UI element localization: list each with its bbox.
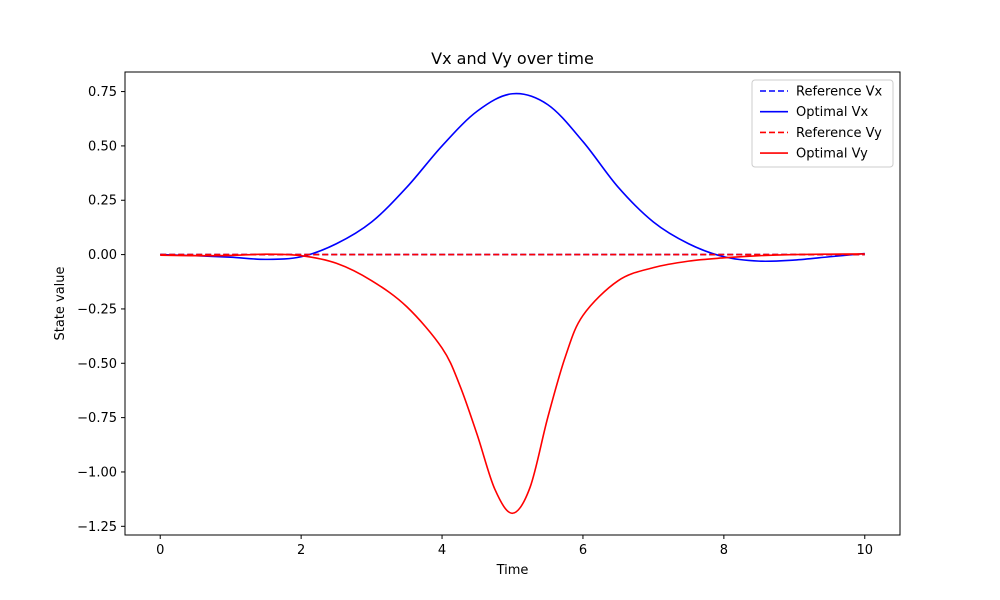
- series-line-optimal-vx: [160, 92, 865, 263]
- x-tick-label: 0: [156, 543, 164, 558]
- y-tick-label: −0.75: [77, 411, 117, 426]
- legend-label-reference-vx: Reference Vx: [796, 85, 882, 100]
- chart-title: Vx and Vy over time: [431, 49, 594, 68]
- legend-label-optimal-vx: Optimal Vx: [796, 105, 868, 120]
- y-tick-label: 0.00: [88, 248, 117, 263]
- y-axis-label: State value: [53, 266, 68, 340]
- y-tick-label: 0.50: [88, 139, 117, 154]
- legend-label-optimal-vy: Optimal Vy: [796, 147, 868, 162]
- x-tick-label: 8: [720, 543, 728, 558]
- x-tick-label: 10: [856, 543, 873, 558]
- y-tick-label: −0.25: [77, 302, 117, 317]
- y-axis: 0.75 0.50 0.25 0.00 −0.25 −0.50 −0.75 −1.00 −1.2…: [77, 85, 125, 535]
- y-tick-label: −0.50: [77, 357, 117, 372]
- plot-lines: [160, 92, 865, 515]
- x-tick-label: 2: [297, 543, 305, 558]
- series-line-optimal-vy: [160, 253, 865, 515]
- y-tick-label: 0.75: [88, 85, 117, 100]
- x-tick-label: 4: [438, 543, 446, 558]
- x-tick-label: 6: [579, 543, 587, 558]
- x-axis: 0 2 4 6 8 10: [156, 535, 873, 558]
- x-axis-label: Time: [496, 563, 529, 578]
- y-tick-label: 0.25: [88, 194, 117, 209]
- y-tick-label: −1.00: [77, 465, 117, 480]
- legend: Reference Vx Optimal Vx Reference Vy Optima…: [751, 79, 894, 168]
- plot-frame: [124, 71, 901, 536]
- legend-label-reference-vy: Reference Vy: [796, 126, 882, 141]
- y-tick-label: −1.25: [77, 520, 117, 535]
- legend-box: [751, 79, 894, 168]
